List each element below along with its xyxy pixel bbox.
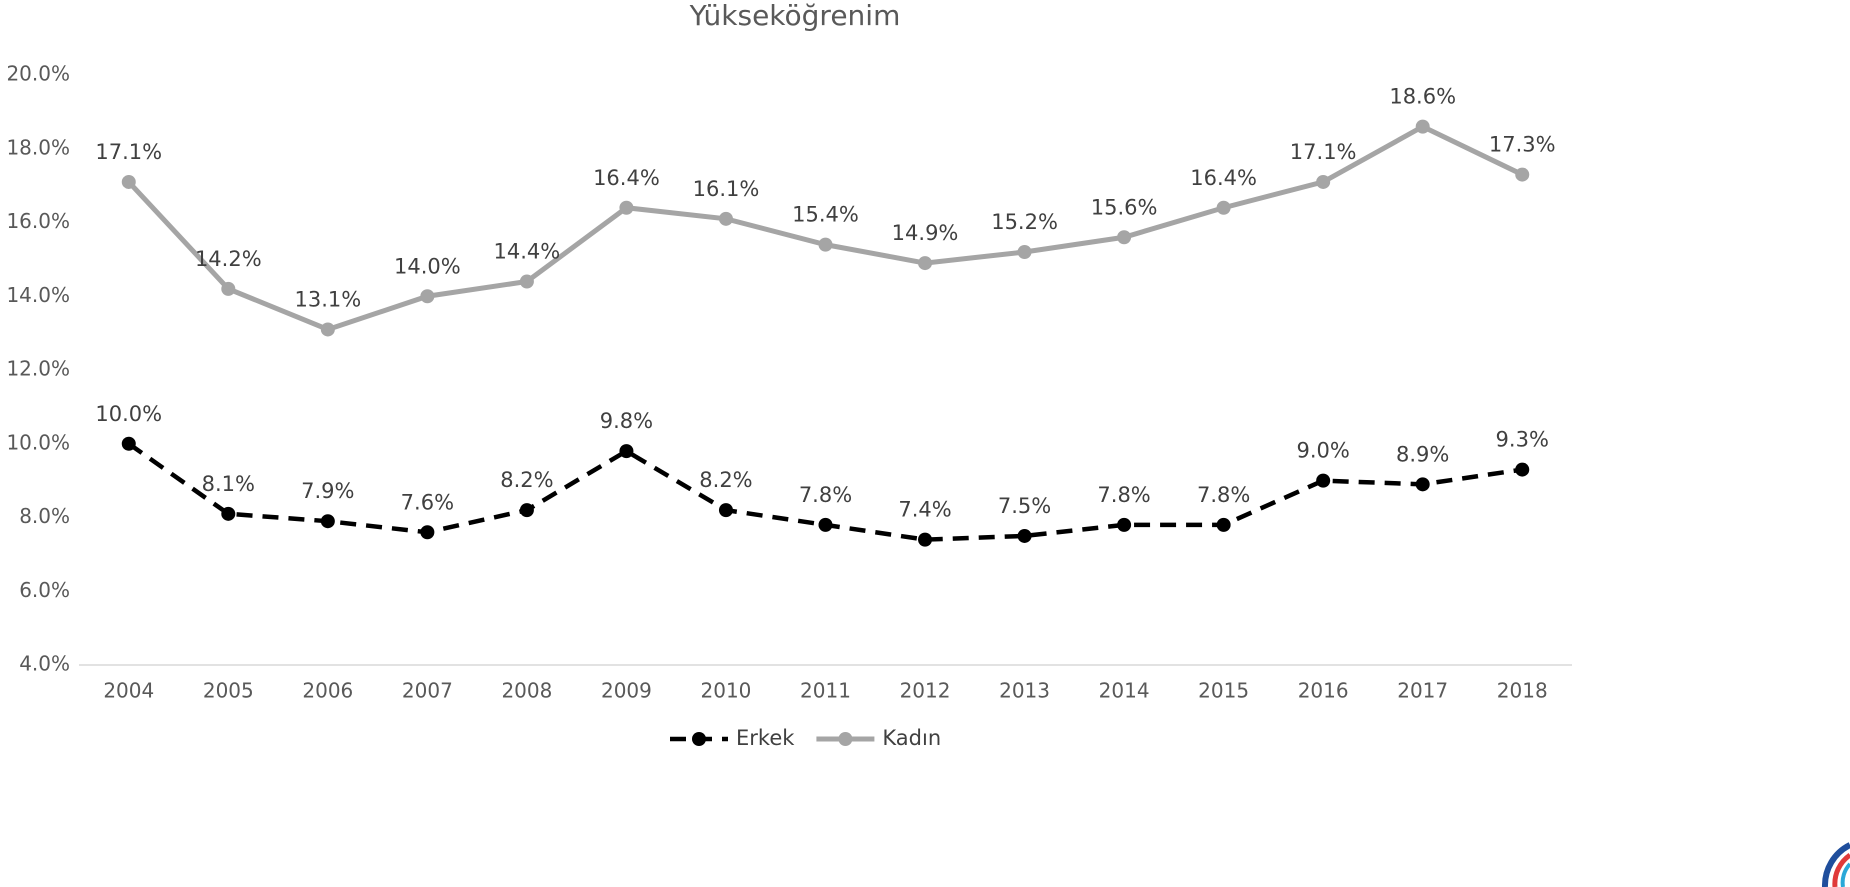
data-label: 16.4% (1190, 166, 1257, 190)
data-label: 7.9% (301, 479, 354, 503)
data-point (1117, 517, 1132, 532)
data-point (818, 237, 833, 252)
data-point (619, 444, 634, 459)
x-tick-label: 2006 (302, 679, 353, 703)
data-point (718, 503, 733, 518)
data-label: 8.2% (699, 468, 752, 492)
data-label: 7.8% (1197, 483, 1250, 507)
data-label: 14.9% (892, 221, 959, 245)
y-tick-label: 20.0% (6, 62, 70, 86)
data-point (718, 211, 733, 226)
data-point (818, 517, 833, 532)
data-point (221, 506, 236, 521)
data-label: 16.1% (693, 177, 760, 201)
x-tick-label: 2009 (601, 679, 652, 703)
x-tick-label: 2008 (501, 679, 552, 703)
legend-marker (838, 732, 853, 746)
data-point (519, 503, 534, 518)
legend-marker (692, 732, 706, 746)
data-label: 15.4% (792, 203, 859, 227)
data-point (420, 289, 435, 304)
data-point (918, 532, 933, 547)
data-label: 17.1% (95, 140, 162, 164)
y-tick-label: 10.0% (6, 430, 70, 454)
data-point (420, 525, 435, 540)
data-label: 18.6% (1389, 85, 1456, 109)
data-label: 14.0% (394, 254, 461, 278)
x-tick-label: 2014 (1099, 679, 1150, 703)
x-tick-label: 2016 (1298, 679, 1349, 703)
data-label: 13.1% (294, 287, 361, 311)
data-point (1415, 477, 1430, 492)
x-tick-label: 2005 (203, 679, 254, 703)
y-tick-label: 12.0% (6, 357, 70, 381)
data-label: 7.6% (401, 490, 454, 514)
y-tick-label: 8.0% (19, 504, 70, 528)
data-point (1017, 528, 1032, 543)
data-label: 7.4% (898, 498, 951, 522)
data-label: 15.2% (991, 210, 1058, 234)
y-tick-label: 14.0% (6, 283, 70, 307)
data-label: 14.2% (195, 247, 262, 271)
x-tick-label: 2013 (999, 679, 1050, 703)
data-point (1216, 200, 1231, 215)
data-label: 16.4% (593, 166, 660, 190)
data-label: 8.2% (500, 468, 553, 492)
data-label: 8.9% (1396, 442, 1449, 466)
data-point (320, 514, 335, 529)
data-label: 9.0% (1296, 439, 1349, 463)
data-point (519, 274, 534, 289)
data-point (1017, 245, 1032, 259)
data-point (1515, 167, 1530, 182)
x-tick-label: 2011 (800, 679, 851, 703)
data-point (320, 322, 335, 337)
chart-title: Yükseköğrenim (689, 0, 901, 32)
y-tick-label: 6.0% (19, 578, 70, 602)
data-point (1316, 473, 1331, 488)
x-tick-label: 2004 (103, 679, 154, 703)
data-label: 17.1% (1290, 140, 1357, 164)
y-tick-label: 18.0% (6, 135, 70, 159)
data-point (1415, 119, 1430, 134)
data-label: 7.8% (799, 483, 852, 507)
logo (1821, 842, 1850, 887)
data-point (121, 174, 136, 189)
data-label: 9.3% (1496, 428, 1549, 452)
data-label: 7.5% (998, 494, 1051, 518)
data-point (619, 200, 634, 215)
data-label: 17.3% (1489, 133, 1556, 157)
x-tick-label: 2017 (1397, 679, 1448, 703)
data-point (918, 256, 933, 271)
data-label: 14.4% (494, 240, 561, 264)
data-label: 7.8% (1097, 483, 1150, 507)
x-tick-label: 2015 (1198, 679, 1249, 703)
data-point (1216, 517, 1231, 532)
data-point (221, 281, 236, 296)
data-label: 8.1% (202, 472, 255, 496)
data-point (121, 436, 136, 451)
data-point (1316, 174, 1331, 189)
x-tick-label: 2010 (701, 679, 752, 703)
data-label: 15.6% (1091, 195, 1158, 219)
legend-label: Kadın (882, 726, 941, 750)
y-tick-label: 4.0% (19, 652, 70, 676)
x-tick-label: 2018 (1497, 679, 1548, 703)
legend-label: Erkek (736, 726, 795, 750)
data-point (1117, 230, 1132, 245)
data-label: 9.8% (600, 409, 653, 433)
x-tick-label: 2007 (402, 679, 453, 703)
data-point (1515, 462, 1530, 477)
y-tick-label: 16.0% (6, 209, 70, 233)
x-tick-label: 2012 (900, 679, 951, 703)
data-label: 10.0% (95, 402, 162, 426)
